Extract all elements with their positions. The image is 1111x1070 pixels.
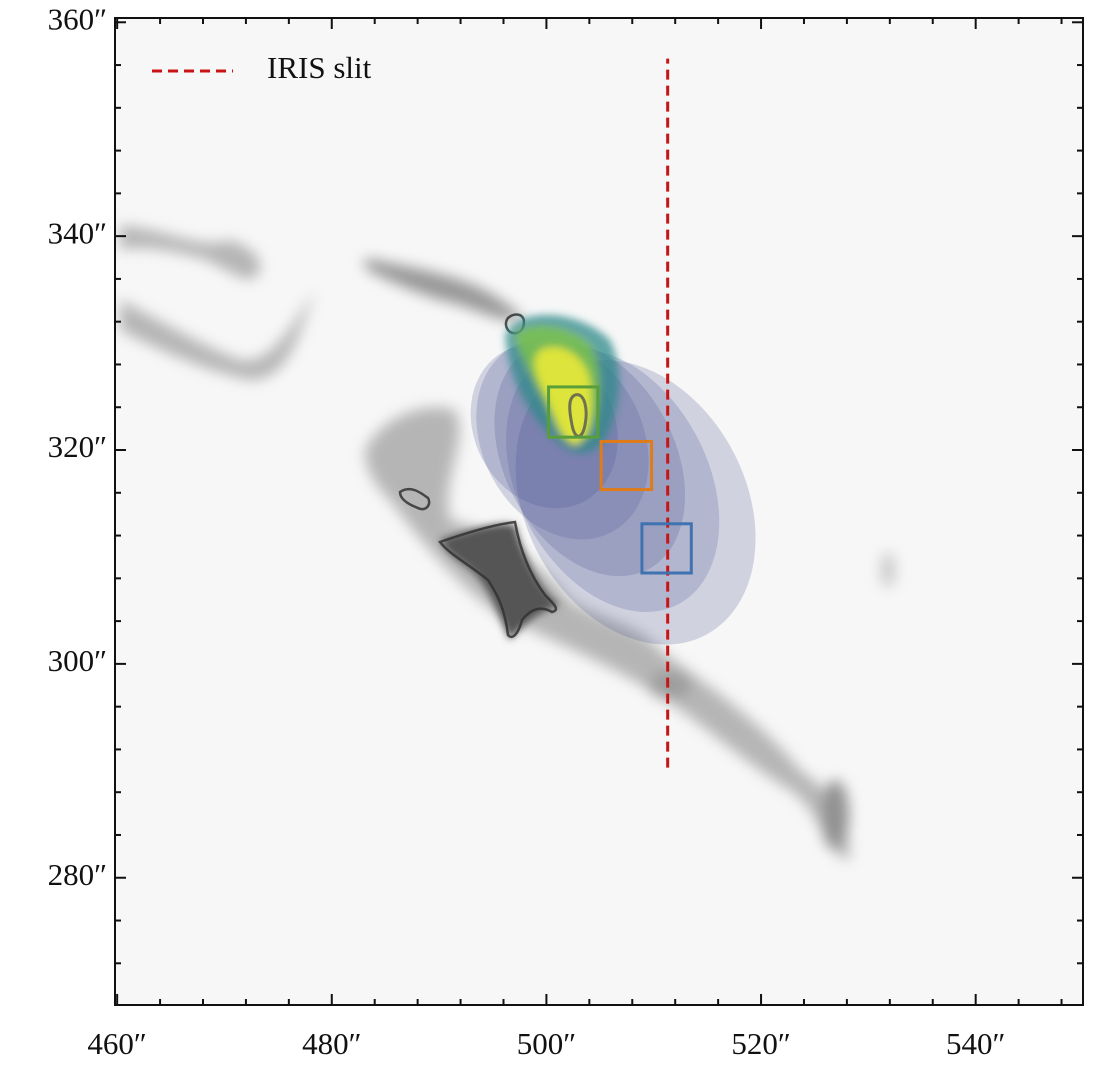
region-box — [640, 522, 693, 575]
x-tick-label: 460″ — [87, 1026, 146, 1061]
x-tick-label: 520″ — [731, 1026, 790, 1061]
x-tick-label: 500″ — [517, 1026, 576, 1061]
y-tick-label: 300″ — [48, 643, 107, 678]
region-box — [599, 439, 654, 492]
y-tick-label: 280″ — [48, 857, 107, 892]
solar-image — [115, 18, 1083, 1005]
x-tick-label: 540″ — [946, 1026, 1005, 1061]
x-tick-label: 480″ — [302, 1026, 361, 1061]
y-tick-label: 360″ — [48, 1, 107, 36]
y-tick-label: 320″ — [48, 429, 107, 464]
y-tick-label: 340″ — [48, 215, 107, 250]
legend-label: IRIS slit — [267, 50, 372, 85]
emission-overlay — [470, 314, 756, 645]
region-box — [547, 385, 600, 439]
plot-frame — [114, 17, 1084, 1006]
